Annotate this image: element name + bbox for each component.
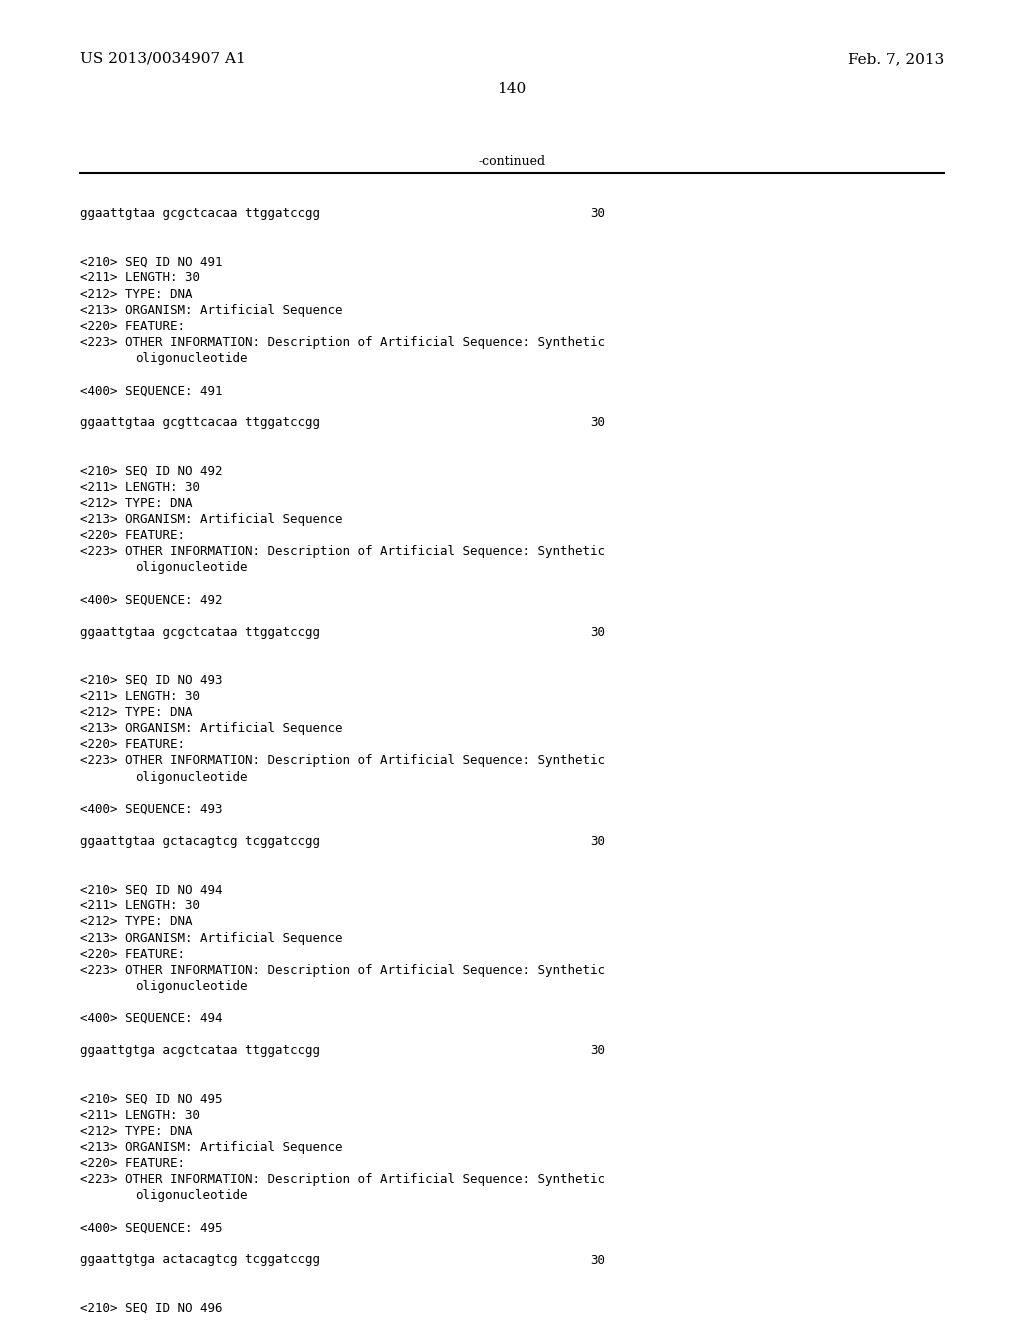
Text: ggaattgtaa gcgctcataa ttggatccgg: ggaattgtaa gcgctcataa ttggatccgg: [80, 626, 319, 639]
Text: <210> SEQ ID NO 494: <210> SEQ ID NO 494: [80, 883, 222, 896]
Text: <212> TYPE: DNA: <212> TYPE: DNA: [80, 706, 193, 719]
Text: oligonucleotide: oligonucleotide: [135, 1189, 248, 1203]
Text: -continued: -continued: [478, 154, 546, 168]
Text: ggaattgtaa gctacagtcg tcggatccgg: ggaattgtaa gctacagtcg tcggatccgg: [80, 836, 319, 847]
Text: ggaattgtaa gcgttcacaa ttggatccgg: ggaattgtaa gcgttcacaa ttggatccgg: [80, 416, 319, 429]
Text: Feb. 7, 2013: Feb. 7, 2013: [848, 51, 944, 66]
Text: <210> SEQ ID NO 495: <210> SEQ ID NO 495: [80, 1093, 222, 1106]
Text: <223> OTHER INFORMATION: Description of Artificial Sequence: Synthetic: <223> OTHER INFORMATION: Description of …: [80, 1173, 605, 1185]
Text: <400> SEQUENCE: 493: <400> SEQUENCE: 493: [80, 803, 222, 816]
Text: <211> LENGTH: 30: <211> LENGTH: 30: [80, 480, 200, 494]
Text: <211> LENGTH: 30: <211> LENGTH: 30: [80, 272, 200, 284]
Text: 30: 30: [590, 416, 605, 429]
Text: <220> FEATURE:: <220> FEATURE:: [80, 948, 185, 961]
Text: oligonucleotide: oligonucleotide: [135, 561, 248, 574]
Text: 140: 140: [498, 82, 526, 96]
Text: 30: 30: [590, 1044, 605, 1057]
Text: <212> TYPE: DNA: <212> TYPE: DNA: [80, 1125, 193, 1138]
Text: <400> SEQUENCE: 494: <400> SEQUENCE: 494: [80, 1012, 222, 1026]
Text: <400> SEQUENCE: 491: <400> SEQUENCE: 491: [80, 384, 222, 397]
Text: oligonucleotide: oligonucleotide: [135, 771, 248, 784]
Text: <212> TYPE: DNA: <212> TYPE: DNA: [80, 288, 193, 301]
Text: ggaattgtga acgctcataa ttggatccgg: ggaattgtga acgctcataa ttggatccgg: [80, 1044, 319, 1057]
Text: ggaattgtga actacagtcg tcggatccgg: ggaattgtga actacagtcg tcggatccgg: [80, 1254, 319, 1266]
Text: <210> SEQ ID NO 491: <210> SEQ ID NO 491: [80, 255, 222, 268]
Text: <211> LENGTH: 30: <211> LENGTH: 30: [80, 899, 200, 912]
Text: oligonucleotide: oligonucleotide: [135, 979, 248, 993]
Text: <220> FEATURE:: <220> FEATURE:: [80, 319, 185, 333]
Text: <223> OTHER INFORMATION: Description of Artificial Sequence: Synthetic: <223> OTHER INFORMATION: Description of …: [80, 755, 605, 767]
Text: <220> FEATURE:: <220> FEATURE:: [80, 1156, 185, 1170]
Text: 30: 30: [590, 836, 605, 847]
Text: <213> ORGANISM: Artificial Sequence: <213> ORGANISM: Artificial Sequence: [80, 513, 342, 525]
Text: <223> OTHER INFORMATION: Description of Artificial Sequence: Synthetic: <223> OTHER INFORMATION: Description of …: [80, 335, 605, 348]
Text: <211> LENGTH: 30: <211> LENGTH: 30: [80, 1109, 200, 1122]
Text: <220> FEATURE:: <220> FEATURE:: [80, 529, 185, 543]
Text: <213> ORGANISM: Artificial Sequence: <213> ORGANISM: Artificial Sequence: [80, 932, 342, 945]
Text: 30: 30: [590, 207, 605, 220]
Text: <400> SEQUENCE: 495: <400> SEQUENCE: 495: [80, 1221, 222, 1234]
Text: <223> OTHER INFORMATION: Description of Artificial Sequence: Synthetic: <223> OTHER INFORMATION: Description of …: [80, 964, 605, 977]
Text: <210> SEQ ID NO 492: <210> SEQ ID NO 492: [80, 465, 222, 478]
Text: <213> ORGANISM: Artificial Sequence: <213> ORGANISM: Artificial Sequence: [80, 722, 342, 735]
Text: <211> LENGTH: 30: <211> LENGTH: 30: [80, 690, 200, 704]
Text: <213> ORGANISM: Artificial Sequence: <213> ORGANISM: Artificial Sequence: [80, 1140, 342, 1154]
Text: <212> TYPE: DNA: <212> TYPE: DNA: [80, 496, 193, 510]
Text: <212> TYPE: DNA: <212> TYPE: DNA: [80, 915, 193, 928]
Text: 30: 30: [590, 626, 605, 639]
Text: oligonucleotide: oligonucleotide: [135, 352, 248, 364]
Text: US 2013/0034907 A1: US 2013/0034907 A1: [80, 51, 246, 66]
Text: <400> SEQUENCE: 492: <400> SEQUENCE: 492: [80, 594, 222, 606]
Text: ggaattgtaa gcgctcacaa ttggatccgg: ggaattgtaa gcgctcacaa ttggatccgg: [80, 207, 319, 220]
Text: <223> OTHER INFORMATION: Description of Artificial Sequence: Synthetic: <223> OTHER INFORMATION: Description of …: [80, 545, 605, 558]
Text: <220> FEATURE:: <220> FEATURE:: [80, 738, 185, 751]
Text: <210> SEQ ID NO 493: <210> SEQ ID NO 493: [80, 675, 222, 686]
Text: <210> SEQ ID NO 496: <210> SEQ ID NO 496: [80, 1302, 222, 1315]
Text: <213> ORGANISM: Artificial Sequence: <213> ORGANISM: Artificial Sequence: [80, 304, 342, 317]
Text: 30: 30: [590, 1254, 605, 1266]
